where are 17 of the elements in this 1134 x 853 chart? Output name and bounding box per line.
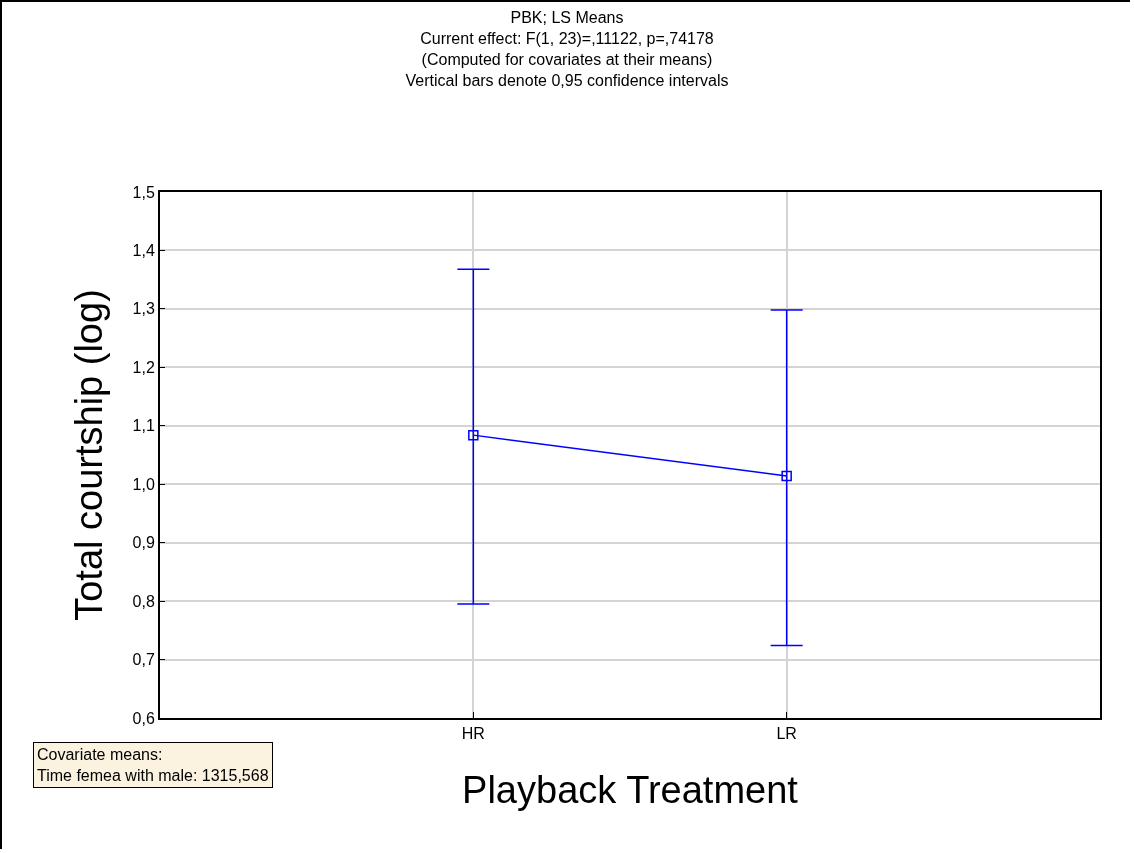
x-axis-title: Playback Treatment (462, 768, 799, 811)
chart-subtitle: Current effect: F(1, 23)=,11122, p=,74178 (Computed for covariates at their means) Vertical bars denote 0,95 confidence intervals (405, 30, 729, 89)
y-tick-label: 1,1 (132, 417, 155, 435)
y-axis-title: Total courtship (log) (68, 289, 111, 621)
y-tick-label: 0,9 (132, 534, 155, 552)
y-tick-label: 0,6 (132, 709, 155, 727)
y-tick-label: 0,8 (132, 592, 155, 610)
y-tick-label: 1,0 (132, 475, 155, 493)
text: Covariate means: Time femea with male: 1315,568 (37, 746, 269, 784)
y-tick-label: 1,2 (132, 358, 155, 376)
x-tick-label: HR (461, 725, 485, 743)
y-tick-label: 0,7 (132, 651, 155, 669)
y-tick-label: 1,4 (132, 242, 155, 260)
y-tick-label: 1,5 (132, 183, 155, 201)
y-tick-label: 1,3 (132, 300, 155, 318)
chart-title: PBK; LS Means (510, 9, 624, 27)
x-tick-label: LR (776, 725, 797, 743)
